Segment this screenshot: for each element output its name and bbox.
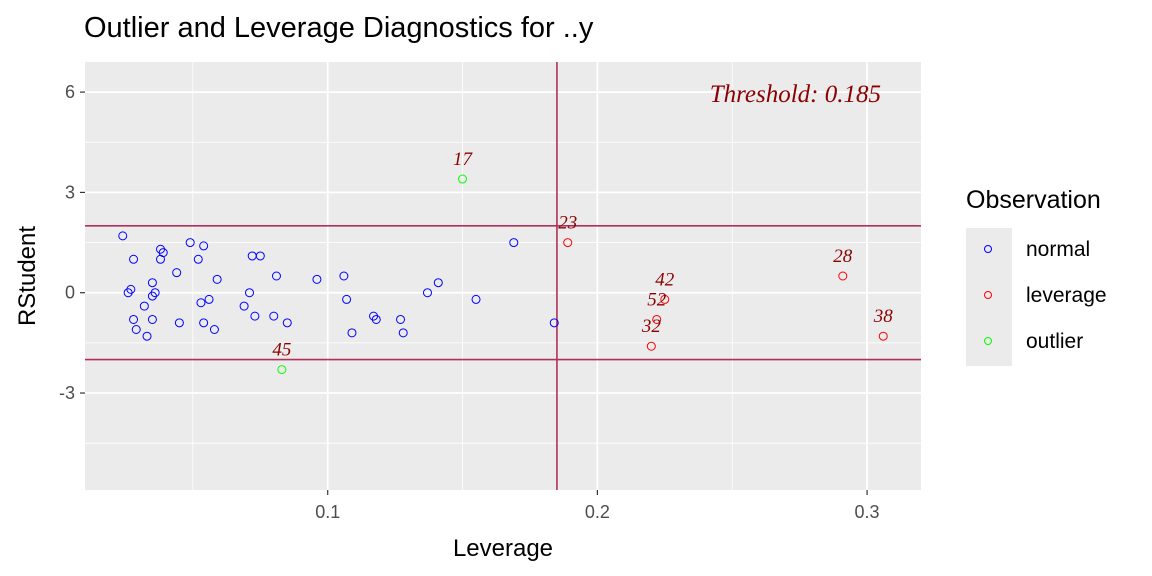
data-point-normal (549, 318, 559, 328)
data-point-normal (371, 314, 381, 324)
data-point-normal (131, 325, 141, 334)
x-axis-title: Leverage (453, 535, 553, 562)
data-point-normal (255, 251, 265, 261)
circle-icon (984, 245, 992, 253)
data-point-normal (199, 318, 209, 328)
data-point-normal (339, 271, 349, 281)
data-point-normal (147, 314, 157, 324)
legend-item-normal: normal (966, 228, 1146, 274)
legend-label: normal (1026, 238, 1091, 261)
data-point-normal (245, 288, 255, 298)
legend: Observation normal leverage outlier (966, 186, 1107, 366)
point-label: 23 (558, 213, 577, 234)
data-point-normal (196, 298, 206, 308)
data-point-normal (158, 248, 168, 258)
data-point-normal (433, 278, 443, 288)
axes: 0.1 0.2 0.3 -3 0 3 6 (59, 82, 880, 522)
legend-label: leverage (1026, 284, 1107, 307)
x-tick-label: 0.1 (315, 502, 340, 522)
data-point-leverage (838, 271, 848, 281)
point-label: 52 (647, 289, 667, 310)
data-point-normal (271, 271, 281, 281)
data-point-normal (347, 328, 357, 338)
x-tick-label: 0.3 (855, 502, 880, 522)
data-point-normal (312, 274, 322, 284)
data-point-leverage (563, 238, 573, 248)
data-point-normal (199, 241, 209, 251)
y-tick-label: 3 (65, 182, 75, 202)
plot-panel (85, 62, 921, 490)
point-label: 32 (641, 316, 662, 337)
data-point-outlier (458, 174, 468, 184)
data-point-normal (212, 274, 222, 284)
data-point-normal (204, 294, 214, 304)
data-point-normal (369, 311, 379, 321)
data-point-leverage (652, 314, 662, 324)
y-tick-label: 0 (65, 283, 75, 303)
data-point-leverage (646, 341, 656, 351)
data-point-normal (282, 318, 292, 328)
data-point-normal (156, 244, 166, 254)
data-point-normal (147, 278, 157, 288)
y-tick-label: 6 (65, 82, 75, 102)
point-label: 28 (833, 246, 853, 267)
data-point-normal (126, 284, 136, 294)
data-point-normal (129, 314, 139, 324)
point-label: 45 (272, 340, 291, 361)
x-tick-label: 0.2 (585, 502, 610, 522)
circle-icon (984, 291, 992, 299)
data-point-normal (239, 301, 249, 311)
data-points (118, 174, 888, 375)
data-point-normal (509, 238, 519, 248)
reference-lines (85, 62, 921, 490)
data-point-normal (150, 288, 160, 298)
circle-icon (984, 337, 992, 345)
legend-item-leverage: leverage (966, 274, 1146, 320)
data-point-normal (174, 318, 184, 328)
data-point-normal (342, 294, 352, 304)
data-point-normal (269, 311, 279, 321)
y-axis-title: RStudent (14, 226, 41, 326)
data-point-normal (398, 328, 408, 338)
data-point-outlier (277, 365, 287, 375)
point-label: 17 (453, 149, 474, 170)
data-point-normal (422, 288, 432, 298)
data-point-normal (471, 294, 481, 304)
legend-item-outlier: outlier (966, 320, 1146, 366)
data-point-normal (172, 268, 182, 278)
point-label: 38 (873, 306, 894, 327)
data-point-normal (142, 331, 152, 341)
data-point-normal (129, 254, 139, 264)
data-point-normal (396, 314, 406, 324)
data-point-normal (209, 325, 219, 334)
data-point-normal (123, 288, 133, 298)
chart-title: Outlier and Leverage Diagnostics for ..y (84, 12, 594, 44)
point-label: 42 (655, 269, 675, 290)
y-tick-label: -3 (59, 383, 75, 403)
data-point-normal (193, 254, 203, 264)
grid-lines (85, 62, 921, 490)
data-point-leverage (660, 294, 670, 304)
legend-label: outlier (1026, 330, 1084, 353)
data-point-normal (250, 311, 260, 321)
data-point-normal (147, 291, 157, 301)
data-point-normal (139, 301, 149, 311)
data-point-normal (185, 238, 195, 248)
data-point-leverage (878, 331, 888, 341)
legend-title: Observation (966, 186, 1101, 214)
threshold-label: Threshold: 0.185 (710, 81, 881, 108)
data-point-normal (118, 231, 128, 241)
